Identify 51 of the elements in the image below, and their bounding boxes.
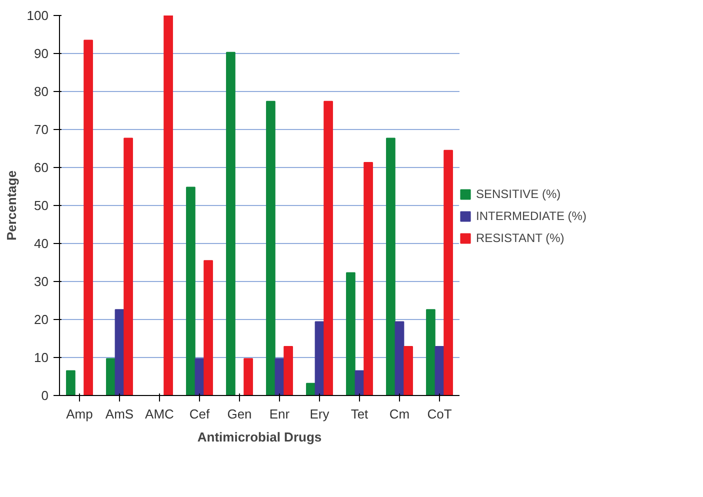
y-tick-label: 80: [34, 84, 49, 99]
x-tick-label: Gen: [227, 406, 252, 422]
bar: [124, 138, 133, 396]
bar: [244, 358, 253, 396]
bar: [284, 346, 293, 396]
x-tick-label: Tet: [350, 406, 369, 422]
bar: [346, 272, 356, 396]
bar: [324, 100, 333, 396]
x-tick-label: Cef: [189, 406, 210, 422]
bar: [364, 162, 373, 396]
bar: [266, 100, 276, 396]
bar: [434, 346, 444, 396]
y-tick-label: 20: [34, 312, 49, 327]
bar: [84, 40, 93, 396]
x-tick-label: AmS: [105, 406, 134, 422]
x-tick-label: Ery: [310, 406, 330, 422]
y-tick-label: 90: [34, 46, 49, 61]
y-tick-label: 30: [34, 274, 49, 289]
bar: [66, 370, 76, 396]
x-tick-label: CoT: [427, 406, 452, 422]
bar: [274, 358, 284, 396]
y-tick-label: 100: [26, 8, 49, 23]
bar: [114, 309, 124, 396]
bar: [226, 52, 236, 396]
y-tick-label: 0: [41, 388, 49, 403]
bar: [386, 138, 396, 396]
legend-label: INTERMEDIATE (%): [476, 209, 586, 223]
bar: [194, 358, 204, 396]
y-tick-label: 70: [34, 122, 49, 137]
bar: [204, 260, 213, 396]
bar: [444, 150, 453, 396]
bar: [306, 382, 316, 396]
bar: [106, 358, 116, 396]
x-axis-title: Antimicrobial Drugs: [197, 430, 322, 444]
bar: [426, 309, 436, 396]
x-tick-label: Amp: [66, 406, 93, 422]
bar: [164, 16, 173, 396]
y-axis-title: Percentage: [4, 170, 19, 241]
bar: [404, 346, 413, 396]
legend-label: RESISTANT (%): [476, 231, 564, 245]
x-tick-label: Enr: [269, 406, 290, 422]
bar: [394, 321, 404, 396]
x-tick-label: Cm: [389, 406, 410, 422]
x-tick-label: AMC: [145, 406, 174, 422]
legend-label: SENSITIVE (%): [476, 187, 561, 201]
y-tick-label: 50: [34, 198, 49, 213]
y-tick-label: 40: [34, 236, 49, 251]
bar: [186, 186, 196, 396]
y-tick-label: 60: [34, 160, 49, 175]
bar: [314, 321, 324, 396]
y-tick-label: 10: [34, 350, 49, 365]
